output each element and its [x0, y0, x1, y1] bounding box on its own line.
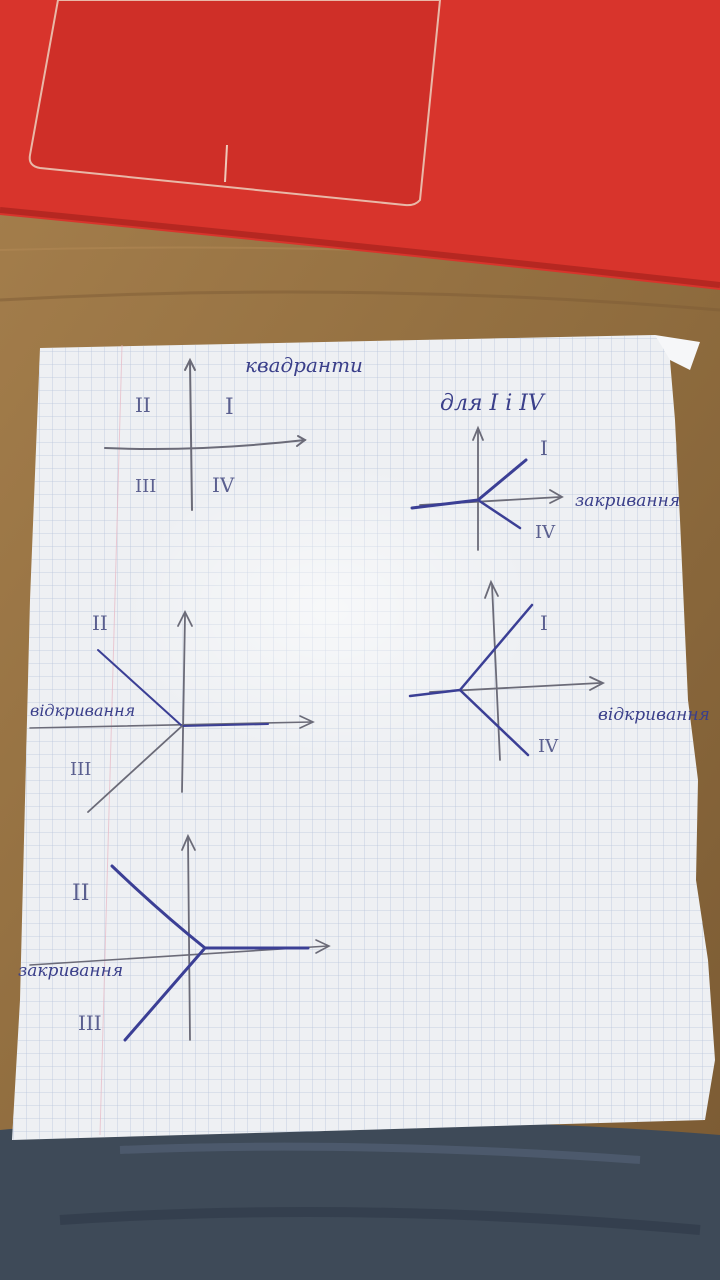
- diagram-opening-right: [408, 579, 606, 761]
- numeral-q4-right: IV: [535, 522, 556, 543]
- numeral-q1-top: I: [225, 395, 234, 420]
- numeral-q1-mid-right: I: [540, 611, 548, 635]
- opening-label-left: відкривання: [30, 701, 135, 720]
- numeral-q3-bottom: III: [78, 1011, 102, 1035]
- closing-label-left: закривання: [18, 961, 123, 981]
- numeral-q2-mid-left: II: [92, 611, 108, 635]
- diagram-closing-right: [410, 425, 564, 551]
- numeral-q2-bottom: II: [72, 881, 89, 906]
- numeral-q4-mid-right: IV: [538, 736, 559, 757]
- closing-label-right: закривання: [575, 491, 680, 511]
- diagram-quadrants: [104, 357, 307, 511]
- diagram-opening-left: [29, 609, 315, 813]
- laptop-touchpad: [28, 0, 442, 207]
- diagram-closing-left: [29, 833, 331, 1042]
- jeans: [0, 1116, 720, 1280]
- numeral-q3-top: III: [135, 476, 156, 497]
- graph-paper-sheet: [12, 335, 715, 1140]
- for-i-iv-title: для I і IV: [440, 391, 546, 416]
- opening-label-right: відкривання: [598, 705, 710, 725]
- numeral-q1-right: I: [540, 436, 548, 460]
- quadrants-title: квадранти: [245, 353, 363, 377]
- numeral-q3-mid-left: III: [70, 759, 91, 780]
- numeral-q4-top: IV: [212, 473, 235, 497]
- numeral-q2-top: II: [135, 393, 151, 417]
